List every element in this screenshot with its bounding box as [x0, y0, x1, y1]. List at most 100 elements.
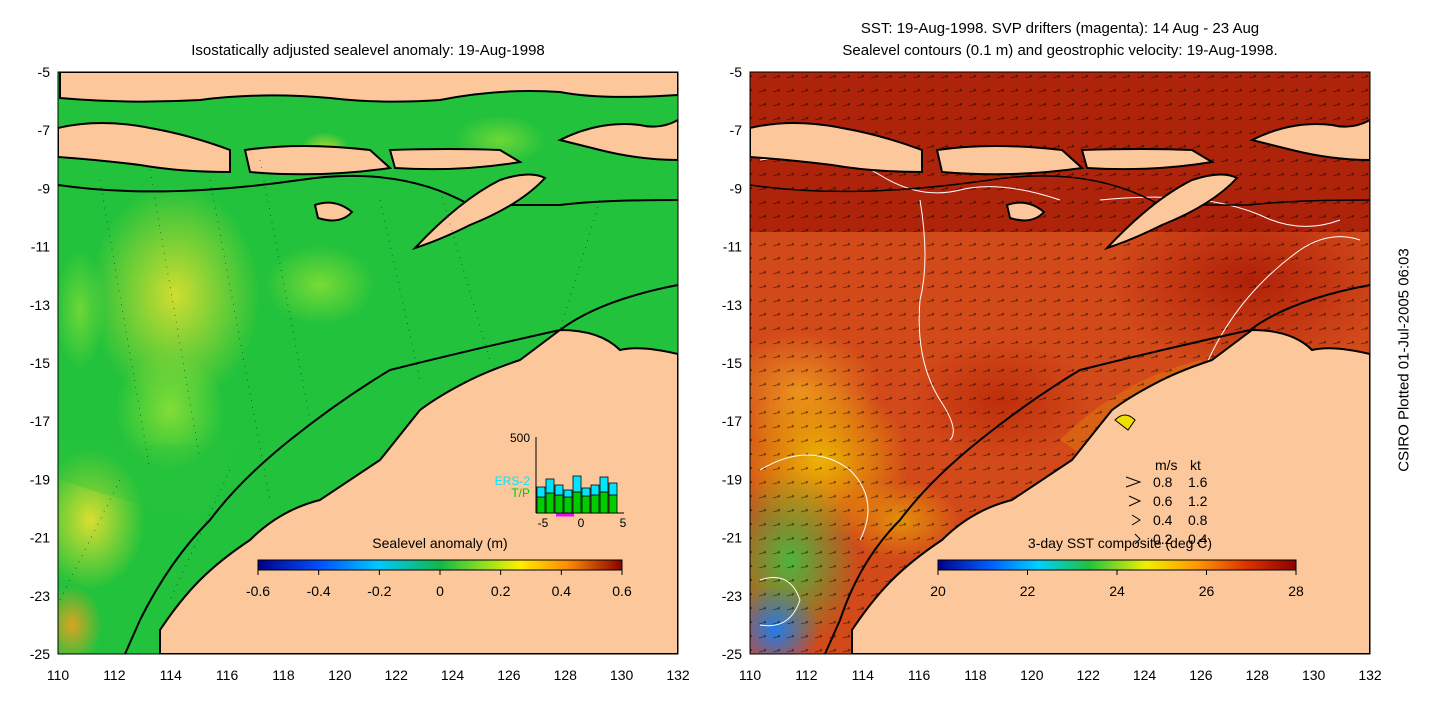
- latitude-tick-label: -19: [30, 471, 50, 487]
- longitude-tick-label: 112: [103, 667, 126, 683]
- lesser-sunda-islands: [388, 148, 523, 171]
- latitude-tick-label: -17: [30, 413, 50, 429]
- latitude-tick-label: -23: [30, 588, 50, 604]
- velocity-legend-header-kt: kt: [1190, 457, 1201, 473]
- sea-level-anomaly-map: [58, 72, 678, 654]
- inset-ymax-label: 500: [510, 431, 530, 445]
- longitude-tick-label: 124: [441, 667, 465, 683]
- latitude-tick-label: -5: [38, 64, 51, 80]
- java-island: [750, 122, 923, 174]
- plotted-timestamp: CSIRO Plotted 01-Jul-2005 06:03: [1395, 248, 1413, 472]
- velocity-legend-arrow: [1134, 533, 1141, 545]
- altimeter-tracks: [59, 159, 601, 601]
- sst-colorbar-label: 3-day SST composite (deg C): [1028, 535, 1212, 551]
- velocity-legend-ms: 0.2: [1153, 531, 1173, 547]
- colorbar-tick-label: -0.2: [367, 583, 391, 599]
- sla-high-anomaly: [58, 585, 102, 654]
- colorbar-tick-label: 24: [1109, 583, 1125, 599]
- velocity-legend-kt: 1.2: [1188, 493, 1208, 509]
- colorbar-tick-label: 0.6: [612, 583, 632, 599]
- colorbar-tick-label: 0.4: [552, 583, 572, 599]
- velocity-legend-kt: 0.8: [1188, 512, 1208, 528]
- velocity-legend: m/s kt 0.8 1.6 0.6 1.2 0.4 0.8 0.2 0.4: [1125, 457, 1208, 547]
- longitude-tick-label: 132: [666, 667, 690, 683]
- colorbar-tick-label: 20: [930, 583, 946, 599]
- shelf-contour: [124, 284, 678, 654]
- latitude-tick-label: -13: [30, 297, 50, 313]
- northern-coastline: [59, 72, 678, 103]
- island-group: [1249, 118, 1370, 162]
- right-panel-title-line2: Sealevel contours (0.1 m) and geostrophi…: [842, 42, 1278, 59]
- latitude-tick-label: -11: [723, 239, 742, 255]
- longitude-tick-label: 126: [1189, 667, 1213, 683]
- longitude-tick-label: 118: [272, 667, 295, 683]
- longitude-tick-label: 128: [554, 667, 578, 683]
- sst-map: [750, 72, 1370, 654]
- latitude-tick-label: -25: [30, 646, 50, 662]
- axis-labels: -5 -7 -9 -11 -13 -15 -17 -19 -21 -23 -25 110 112 114 1…: [30, 64, 1382, 683]
- island-group: [557, 118, 678, 162]
- longitude-tick-label: 130: [1302, 667, 1326, 683]
- longitude-tick-label: 132: [1358, 667, 1382, 683]
- latitude-tick-label: -19: [722, 471, 742, 487]
- inset-legend-tp: T/P: [511, 486, 530, 500]
- longitude-tick-label: 120: [328, 667, 352, 683]
- latitude-tick-label: -9: [730, 180, 743, 196]
- sst-colorbar-ticks: 20 22 24 26 28: [930, 570, 1304, 599]
- velocity-legend-arrow: [1128, 495, 1142, 507]
- java-island: [58, 122, 231, 174]
- longitude-tick-label: 122: [385, 667, 409, 683]
- longitude-tick-label: 116: [908, 667, 931, 683]
- timor-island: [1103, 173, 1239, 251]
- velocity-legend-arrow: [1131, 514, 1141, 526]
- longitude-tick-label: 118: [964, 667, 987, 683]
- latitude-tick-label: -25: [722, 646, 742, 662]
- longitude-tick-label: 122: [1077, 667, 1101, 683]
- colorbar-tick-label: 26: [1199, 583, 1215, 599]
- bathymetry-contour: [58, 174, 678, 206]
- sla-colorbar-label: Sealevel anomaly (m): [372, 535, 507, 551]
- longitude-tick-label: 120: [1020, 667, 1044, 683]
- longitude-tick-label: 114: [160, 667, 183, 683]
- latitude-tick-label: -15: [722, 355, 742, 371]
- latitude-tick-label: -9: [38, 180, 51, 196]
- right-map-frame: [749, 71, 1371, 655]
- colorbar-tick-label: 28: [1288, 583, 1304, 599]
- sla-high-anomaly: [90, 185, 260, 405]
- longitude-tick-label: 130: [610, 667, 634, 683]
- sla-colorbar-ticks: -0.6 -0.4 -0.2 0 0.2 0.4 0.6: [246, 570, 632, 599]
- latitude-tick-label: -5: [730, 64, 743, 80]
- sla-anomaly: [58, 250, 105, 370]
- longitude-tick-label: 116: [216, 667, 239, 683]
- velocity-legend-header-ms: m/s: [1155, 457, 1178, 473]
- sla-anomaly: [265, 245, 375, 325]
- sumba-island: [313, 201, 354, 222]
- velocity-legend-ms: 0.6: [1153, 493, 1173, 509]
- lesser-sunda-islands: [1080, 148, 1215, 171]
- latitude-tick-label: -11: [31, 239, 50, 255]
- sumba-island: [1005, 201, 1046, 222]
- latitude-tick-label: -7: [730, 122, 743, 138]
- sla-anomaly: [115, 350, 225, 470]
- inset-legend-ers2: ERS-2: [495, 474, 531, 488]
- lesser-sunda-islands: [243, 145, 393, 176]
- shelf-contour: [824, 284, 1370, 654]
- colorbar-tick-label: 0: [436, 583, 444, 599]
- longitude-tick-label: 124: [1133, 667, 1157, 683]
- latitude-tick-label: -21: [30, 530, 50, 546]
- latitude-tick-label: -7: [38, 122, 51, 138]
- latitude-tick-label: -15: [30, 355, 50, 371]
- longitude-tick-label: 128: [1246, 667, 1270, 683]
- australia-landmass: [851, 328, 1370, 654]
- longitude-tick-label: 112: [795, 667, 818, 683]
- colorbar-tick-label: 0.2: [491, 583, 511, 599]
- velocity-legend-kt: 1.6: [1188, 474, 1208, 490]
- longitude-tick-label: 114: [852, 667, 875, 683]
- colorbar-tick-label: -0.6: [246, 583, 270, 599]
- right-panel-title-line1: SST: 19-Aug-1998. SVP drifters (magenta)…: [860, 20, 1260, 37]
- latitude-tick-label: -23: [722, 588, 742, 604]
- latitude-tick-label: -13: [722, 297, 742, 313]
- left-panel-title: Isostatically adjusted sealevel anomaly:…: [191, 42, 545, 59]
- left-map-frame: [57, 71, 679, 655]
